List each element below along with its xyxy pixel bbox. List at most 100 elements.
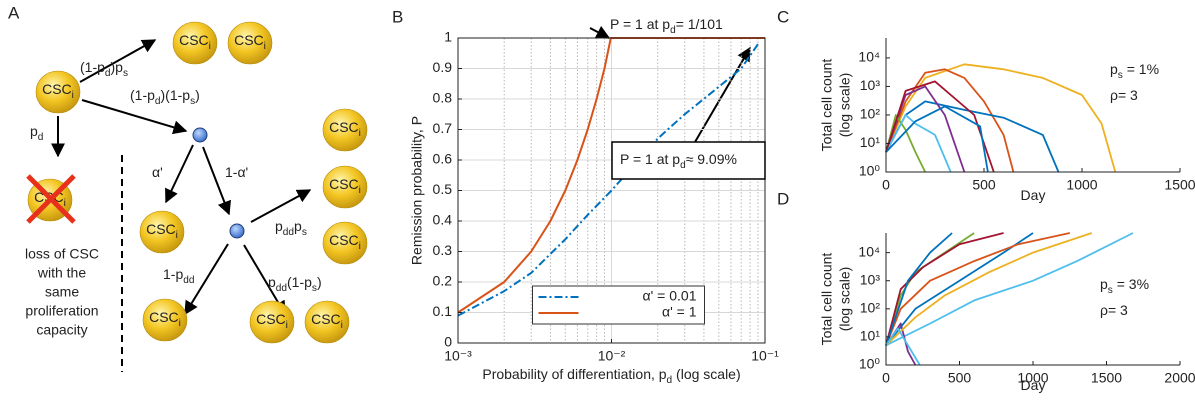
- cell: [322, 165, 368, 209]
- text-part: d: [670, 25, 676, 36]
- y-tick-label: 10⁰: [859, 356, 881, 372]
- x-tick-label: 1000: [1017, 370, 1048, 386]
- annotation: ps = 3%: [1100, 276, 1149, 296]
- text-part: i: [209, 41, 211, 52]
- cell: [142, 298, 188, 342]
- cell-label: CSCi: [149, 309, 181, 329]
- text-part: CSC: [42, 81, 72, 97]
- y-tick-label: 10¹: [860, 328, 881, 344]
- cell: [35, 70, 81, 114]
- cell: [249, 300, 295, 344]
- text-part: 1-p: [163, 266, 183, 282]
- series-line: [885, 232, 1004, 346]
- text-part: i: [64, 198, 66, 209]
- text-part: i: [286, 320, 288, 331]
- series-line: [457, 43, 759, 317]
- x-tick-label: 1500: [1091, 370, 1122, 386]
- y-tick-label: 1: [444, 29, 452, 45]
- text-part: CSC: [179, 32, 209, 48]
- text-part: i: [359, 128, 361, 139]
- text-part: ): [317, 274, 322, 290]
- text-part: p: [1100, 276, 1108, 292]
- x-axis-label: Probability of differentiation, pd (log …: [482, 366, 740, 386]
- x-tick-label: 10⁻³: [444, 348, 472, 364]
- text-part: )(1-p: [161, 87, 191, 103]
- series-line: [885, 232, 953, 346]
- x-tick-label: 0: [882, 370, 890, 386]
- diagram-arrows: [51, 39, 312, 316]
- text-part: i: [72, 90, 74, 101]
- text-part: p: [268, 274, 276, 290]
- text-part: dd: [276, 283, 287, 294]
- y-tick-label: 0.7: [433, 120, 453, 136]
- y-tick-label: 10⁰: [859, 163, 881, 179]
- annotation: ρ= 3: [1100, 302, 1128, 318]
- y-tick-label: 0.9: [433, 59, 453, 75]
- x-axis-label: Day: [1021, 187, 1046, 203]
- series-line: [885, 232, 1134, 347]
- x-tick-label: 500: [972, 177, 996, 193]
- text-part: i: [359, 241, 361, 252]
- text-part: ≈ 9.09%: [686, 151, 737, 167]
- y-tick-label: 10²: [860, 106, 881, 122]
- text-part: ρ= 3: [1110, 87, 1138, 103]
- text-part: d: [105, 68, 111, 79]
- cell: [227, 21, 273, 65]
- text-part: dd: [183, 275, 194, 286]
- cell-label: CSCi: [311, 311, 343, 331]
- text-part: (log scale): [672, 366, 740, 382]
- text-part: 1-α': [225, 164, 248, 180]
- text-part: Day: [1021, 377, 1046, 393]
- text-part: d: [155, 96, 161, 107]
- text-part: (1-p: [80, 59, 105, 75]
- y-tick-label: 0.4: [433, 212, 453, 228]
- y-axis-label: Remission probability, P: [409, 116, 425, 265]
- y-tick-label: 10⁴: [858, 243, 880, 259]
- text-part: p: [30, 123, 38, 139]
- y-tick-label: 10⁴: [858, 49, 880, 65]
- edge-label: α': [152, 164, 163, 180]
- x-tick-label: 2000: [1164, 370, 1195, 386]
- edge-label: (1-pd)(1-ps): [130, 87, 200, 107]
- text-part: = 1%: [1123, 61, 1159, 77]
- series-line: [457, 37, 765, 314]
- cell-label: CSCi: [329, 232, 361, 252]
- y-tick-label: 0.8: [433, 90, 453, 106]
- y-axis-label: (log scale): [837, 73, 853, 138]
- y-tick-label: 0.3: [433, 242, 453, 258]
- y-axis-label: (log scale): [837, 267, 853, 332]
- cell: [322, 108, 368, 152]
- cell-label: CSCi: [179, 32, 211, 52]
- text-part: i: [176, 230, 178, 241]
- cell-label: CSCi: [42, 81, 74, 101]
- text-part: d: [38, 132, 44, 143]
- branch-point: [192, 127, 208, 143]
- text-part: (1-p: [287, 274, 312, 290]
- caption: same: [45, 284, 79, 300]
- panel-label: A: [8, 3, 20, 22]
- text-part: i: [359, 185, 361, 196]
- text-part: )p: [111, 59, 124, 75]
- x-axis-label: Day: [1021, 377, 1046, 393]
- series-line: [885, 63, 1117, 173]
- y-tick-label: 0.5: [433, 181, 453, 197]
- series-line: [885, 114, 952, 173]
- x-tick-label: 0: [882, 177, 890, 193]
- text-part: dd: [283, 227, 294, 238]
- annotation-box: [611, 141, 766, 180]
- text-part: CSC: [311, 311, 341, 327]
- caption: proliferation: [25, 303, 98, 319]
- panel-label: D: [777, 189, 789, 208]
- text-part: CSC: [146, 221, 176, 237]
- panel-label: C: [777, 7, 789, 26]
- text-part: ): [195, 87, 200, 103]
- cell: [139, 210, 185, 254]
- annotation: P = 1 at pd≈ 9.09%: [620, 151, 737, 171]
- series-line: [885, 327, 921, 366]
- text-part: s: [1108, 285, 1113, 296]
- legend-box: [532, 285, 705, 325]
- text-part: (1-p: [130, 87, 155, 103]
- text-part: CSC: [329, 176, 359, 192]
- series-line: [885, 232, 1034, 346]
